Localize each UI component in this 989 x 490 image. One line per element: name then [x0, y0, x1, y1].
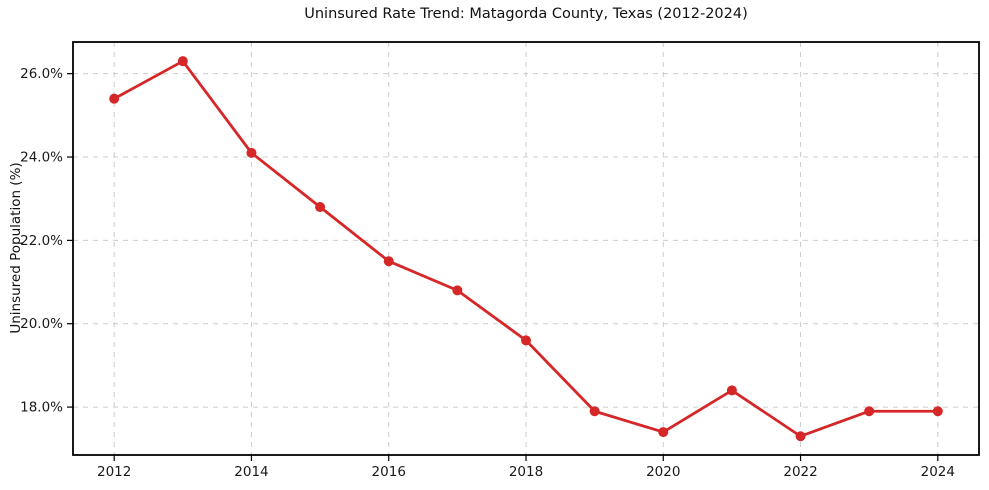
data-point — [452, 285, 463, 296]
y-tick-label: 26.0% — [20, 66, 63, 82]
data-point — [315, 202, 326, 213]
data-point — [726, 385, 737, 396]
x-tick-label: 2016 — [372, 464, 406, 480]
chart-title: Uninsured Rate Trend: Matagorda County, … — [304, 6, 748, 22]
data-point — [932, 406, 943, 417]
trend-line — [112, 59, 940, 438]
data-point — [109, 93, 120, 104]
y-tick-label: 18.0% — [20, 400, 63, 416]
data-point — [383, 256, 394, 267]
y-tick-label: 20.0% — [20, 316, 63, 332]
data-point — [795, 431, 806, 442]
x-tick-label: 2020 — [646, 464, 680, 480]
data-point — [658, 427, 669, 438]
x-tick-label: 2014 — [234, 464, 268, 480]
data-point — [589, 406, 600, 417]
x-tick-label: 2022 — [783, 464, 817, 480]
x-tick-label: 2018 — [509, 464, 543, 480]
data-point — [177, 56, 188, 67]
x-tick-label: 2024 — [921, 464, 955, 480]
x-tick-label: 2012 — [97, 464, 131, 480]
data-point — [246, 147, 257, 158]
data-point — [521, 335, 531, 346]
data-point — [864, 406, 875, 417]
y-tick-label: 24.0% — [20, 150, 63, 166]
y-tick-label: 22.0% — [20, 233, 63, 249]
